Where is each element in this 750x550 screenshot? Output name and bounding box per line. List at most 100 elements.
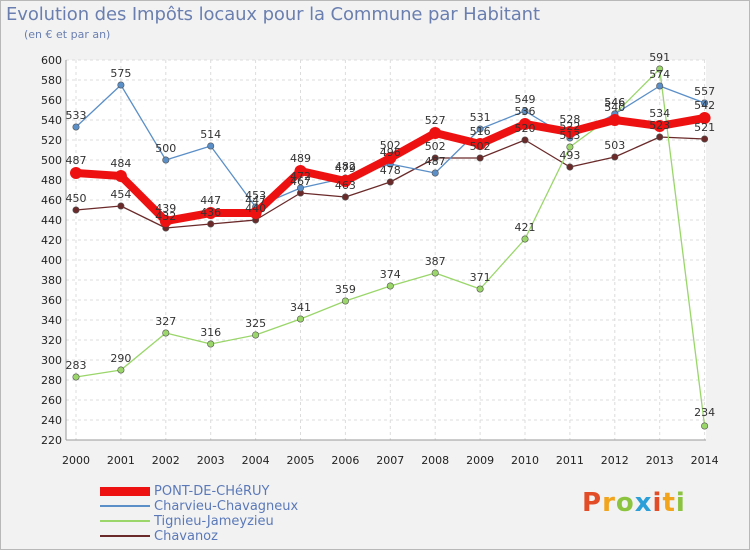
y-tick-label: 600	[41, 54, 62, 67]
data-label: 489	[290, 152, 311, 165]
data-point	[252, 331, 260, 339]
data-label: 487	[425, 155, 446, 168]
x-tick-label: 2007	[376, 454, 404, 467]
data-point	[566, 143, 574, 151]
data-point	[159, 215, 172, 227]
legend-swatch	[100, 535, 150, 537]
data-point	[72, 123, 80, 131]
data-point	[563, 126, 576, 138]
data-label: 502	[470, 140, 491, 153]
data-label: 502	[425, 140, 446, 153]
x-tick-label: 2011	[556, 454, 584, 467]
y-tick-label: 360	[41, 294, 62, 307]
data-point	[476, 154, 484, 162]
data-label: 575	[110, 67, 131, 80]
logo-letter: i	[675, 488, 686, 518]
data-point	[476, 285, 484, 293]
data-label: 591	[649, 51, 670, 64]
y-tick-label: 380	[41, 274, 62, 287]
data-point	[341, 193, 349, 201]
data-label: 436	[200, 206, 221, 219]
data-label: 534	[649, 107, 670, 120]
data-point	[207, 340, 215, 348]
data-point	[117, 81, 125, 89]
data-label: 557	[694, 85, 715, 98]
data-label: 496	[380, 146, 401, 159]
data-label: 453	[245, 189, 266, 202]
data-label: 523	[649, 119, 670, 132]
y-tick-label: 440	[41, 214, 62, 227]
data-point	[611, 153, 619, 161]
legend-label: Chavanoz	[154, 529, 218, 544]
legend-label: Charvieu-Chavagneux	[154, 499, 299, 514]
data-point	[701, 135, 709, 143]
chart-title: Evolution des Impôts locaux pour la Comm…	[6, 4, 540, 25]
data-label: 447	[200, 194, 221, 207]
data-point	[386, 282, 394, 290]
data-point	[114, 170, 127, 182]
data-label: 502	[380, 139, 401, 152]
data-point	[653, 120, 666, 132]
x-tick-label: 2014	[691, 454, 719, 467]
data-point	[294, 165, 307, 177]
y-tick-label: 400	[41, 254, 62, 267]
data-label: 327	[155, 315, 176, 328]
data-point	[521, 107, 529, 115]
data-label: 546	[604, 96, 625, 109]
data-label: 479	[335, 162, 356, 175]
y-tick-label: 240	[41, 414, 62, 427]
data-point	[162, 329, 170, 337]
data-label: 521	[694, 121, 715, 134]
data-label: 528	[559, 113, 580, 126]
data-label: 482	[335, 160, 356, 173]
x-tick-label: 2000	[62, 454, 90, 467]
data-point	[656, 82, 664, 90]
data-label: 290	[110, 352, 131, 365]
data-label: 432	[155, 210, 176, 223]
data-point	[341, 297, 349, 305]
data-point	[608, 114, 621, 126]
chart-subtitle: (en € et par an)	[24, 28, 111, 41]
data-label: 421	[515, 221, 536, 234]
data-point	[70, 167, 82, 179]
legend-label: Tignieu-Jameyzieu	[154, 514, 274, 529]
x-tick-label: 2004	[242, 454, 270, 467]
data-point	[162, 156, 170, 164]
y-tick-label: 280	[41, 374, 62, 387]
data-label: 447	[245, 194, 266, 207]
data-point	[521, 136, 529, 144]
x-tick-label: 2013	[646, 454, 674, 467]
data-point	[519, 118, 531, 130]
data-label: 514	[200, 128, 221, 141]
logo-letter: r	[602, 488, 616, 518]
data-label: 513	[559, 129, 580, 142]
data-label: 439	[155, 202, 176, 215]
data-point	[429, 127, 442, 139]
data-label: 478	[380, 164, 401, 177]
data-label: 503	[604, 139, 625, 152]
data-label: 574	[649, 68, 670, 81]
data-label: 463	[335, 179, 356, 192]
y-tick-label: 300	[41, 354, 62, 367]
data-point	[249, 207, 262, 219]
data-point	[701, 422, 709, 430]
y-tick-label: 560	[41, 94, 62, 107]
data-label: 484	[110, 157, 131, 170]
x-tick-label: 2009	[466, 454, 494, 467]
data-point	[117, 366, 125, 374]
data-point	[207, 220, 215, 228]
x-tick-label: 2003	[197, 454, 225, 467]
y-tick-label: 460	[41, 194, 62, 207]
data-label: 387	[425, 255, 446, 268]
x-tick-label: 2010	[511, 454, 539, 467]
data-label: 540	[604, 101, 625, 114]
y-tick-label: 260	[41, 394, 62, 407]
data-point	[566, 163, 574, 171]
data-label: 549	[515, 93, 536, 106]
data-point	[296, 184, 304, 192]
data-label: 472	[290, 170, 311, 183]
legend-swatch	[100, 486, 150, 496]
data-point	[431, 154, 439, 162]
data-point	[296, 315, 304, 323]
